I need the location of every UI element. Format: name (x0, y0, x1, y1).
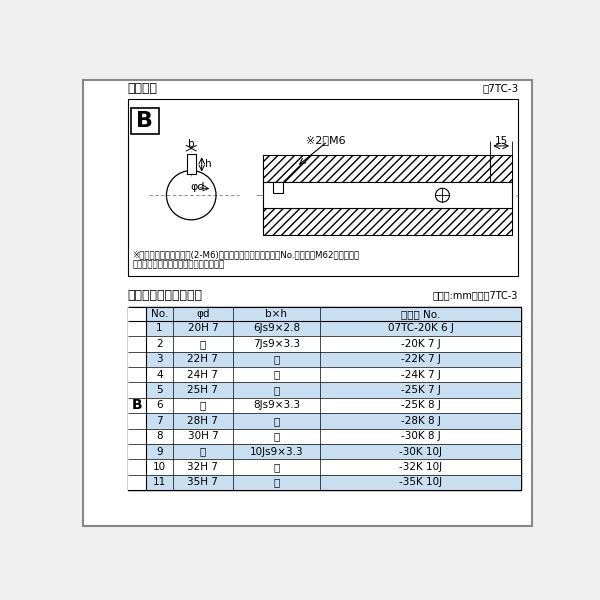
Text: -32K 10J: -32K 10J (399, 462, 442, 472)
Bar (131, 108, 159, 134)
Text: 10Js9×3.3: 10Js9×3.3 (250, 446, 304, 457)
Text: 〃: 〃 (274, 416, 280, 426)
Text: 〃: 〃 (274, 431, 280, 441)
Text: φd: φd (190, 182, 205, 193)
Text: -28K 8 J: -28K 8 J (401, 416, 440, 426)
Text: -20K 7 J: -20K 7 J (401, 339, 440, 349)
Text: 07TC-20K 6 J: 07TC-20K 6 J (388, 323, 454, 334)
Text: （セットボルトは付属されています。）: （セットボルトは付属されています。） (133, 261, 224, 270)
Text: ※2－M6: ※2－M6 (306, 135, 346, 145)
Text: 7: 7 (156, 416, 163, 426)
Bar (146, 428, 521, 444)
Text: -24K 7 J: -24K 7 J (401, 370, 440, 380)
Text: 〃: 〃 (274, 478, 280, 487)
Text: 〃: 〃 (200, 446, 206, 457)
Text: -30K 8 J: -30K 8 J (401, 431, 440, 441)
Text: 32H 7: 32H 7 (187, 462, 218, 472)
Text: 3: 3 (156, 354, 163, 364)
Text: 軸稴形状コード一覧表: 軸稴形状コード一覧表 (128, 289, 203, 302)
Text: 11: 11 (153, 478, 166, 487)
Bar (263, 155, 512, 182)
Text: 22H 7: 22H 7 (187, 354, 218, 364)
Text: 15: 15 (494, 136, 508, 146)
Bar (146, 398, 521, 413)
Text: b: b (188, 139, 194, 149)
Text: -22K 7 J: -22K 7 J (401, 354, 440, 364)
Text: 〃: 〃 (274, 354, 280, 364)
Bar (187, 154, 196, 175)
Bar (146, 367, 521, 382)
Bar (128, 307, 521, 490)
Text: コード No.: コード No. (401, 309, 440, 319)
Text: 8: 8 (156, 431, 163, 441)
Text: No.: No. (151, 309, 168, 319)
Text: （単位:mm）　表7TC-3: （単位:mm） 表7TC-3 (433, 290, 518, 300)
Text: 〃: 〃 (274, 385, 280, 395)
Bar (146, 321, 521, 336)
Bar (146, 475, 521, 490)
Bar (263, 208, 512, 235)
Text: 30H 7: 30H 7 (187, 431, 218, 441)
Bar (128, 99, 518, 276)
Bar (146, 460, 521, 475)
Text: 24H 7: 24H 7 (187, 370, 218, 380)
Text: 4: 4 (156, 370, 163, 380)
Text: 〃: 〃 (274, 370, 280, 380)
Text: -35K 10J: -35K 10J (399, 478, 442, 487)
Text: 8Js9×3.3: 8Js9×3.3 (253, 400, 300, 410)
Text: 6Js9×2.8: 6Js9×2.8 (253, 323, 300, 334)
Bar (146, 382, 521, 398)
Text: 〃: 〃 (200, 339, 206, 349)
Bar (272, 182, 283, 193)
Bar (146, 352, 521, 367)
Text: B: B (131, 398, 142, 412)
Text: 20H 7: 20H 7 (187, 323, 218, 334)
Bar (263, 182, 512, 208)
Text: -25K 8 J: -25K 8 J (401, 400, 440, 410)
Bar (146, 413, 521, 428)
Text: 5: 5 (156, 385, 163, 395)
Text: B: B (136, 111, 153, 131)
Text: 28H 7: 28H 7 (187, 416, 218, 426)
Text: 1: 1 (156, 323, 163, 334)
Bar (146, 307, 521, 321)
Text: 6: 6 (156, 400, 163, 410)
Text: 9: 9 (156, 446, 163, 457)
Text: b×h: b×h (265, 309, 287, 319)
Text: 35H 7: 35H 7 (187, 478, 218, 487)
Text: ※セットボルト用タップ(2-M6)が必要な場合は右記コードNo.の末尾にM62を付ける。: ※セットボルト用タップ(2-M6)が必要な場合は右記コードNo.の末尾にM62を… (133, 250, 359, 259)
Text: 軸稴形状: 軸稴形状 (128, 82, 158, 95)
Text: 7Js9×3.3: 7Js9×3.3 (253, 339, 300, 349)
Bar (146, 336, 521, 352)
Text: 2: 2 (156, 339, 163, 349)
Text: 囧7TC-3: 囧7TC-3 (482, 83, 518, 93)
Text: φd: φd (196, 309, 209, 319)
Text: 〃: 〃 (200, 400, 206, 410)
Bar (263, 155, 512, 182)
Text: 10: 10 (153, 462, 166, 472)
Text: -25K 7 J: -25K 7 J (401, 385, 440, 395)
Bar (128, 307, 146, 490)
Text: -30K 10J: -30K 10J (399, 446, 442, 457)
Text: 25H 7: 25H 7 (187, 385, 218, 395)
Bar (146, 444, 521, 460)
Text: h: h (205, 160, 211, 169)
Text: 〃: 〃 (274, 462, 280, 472)
Bar (263, 208, 512, 235)
